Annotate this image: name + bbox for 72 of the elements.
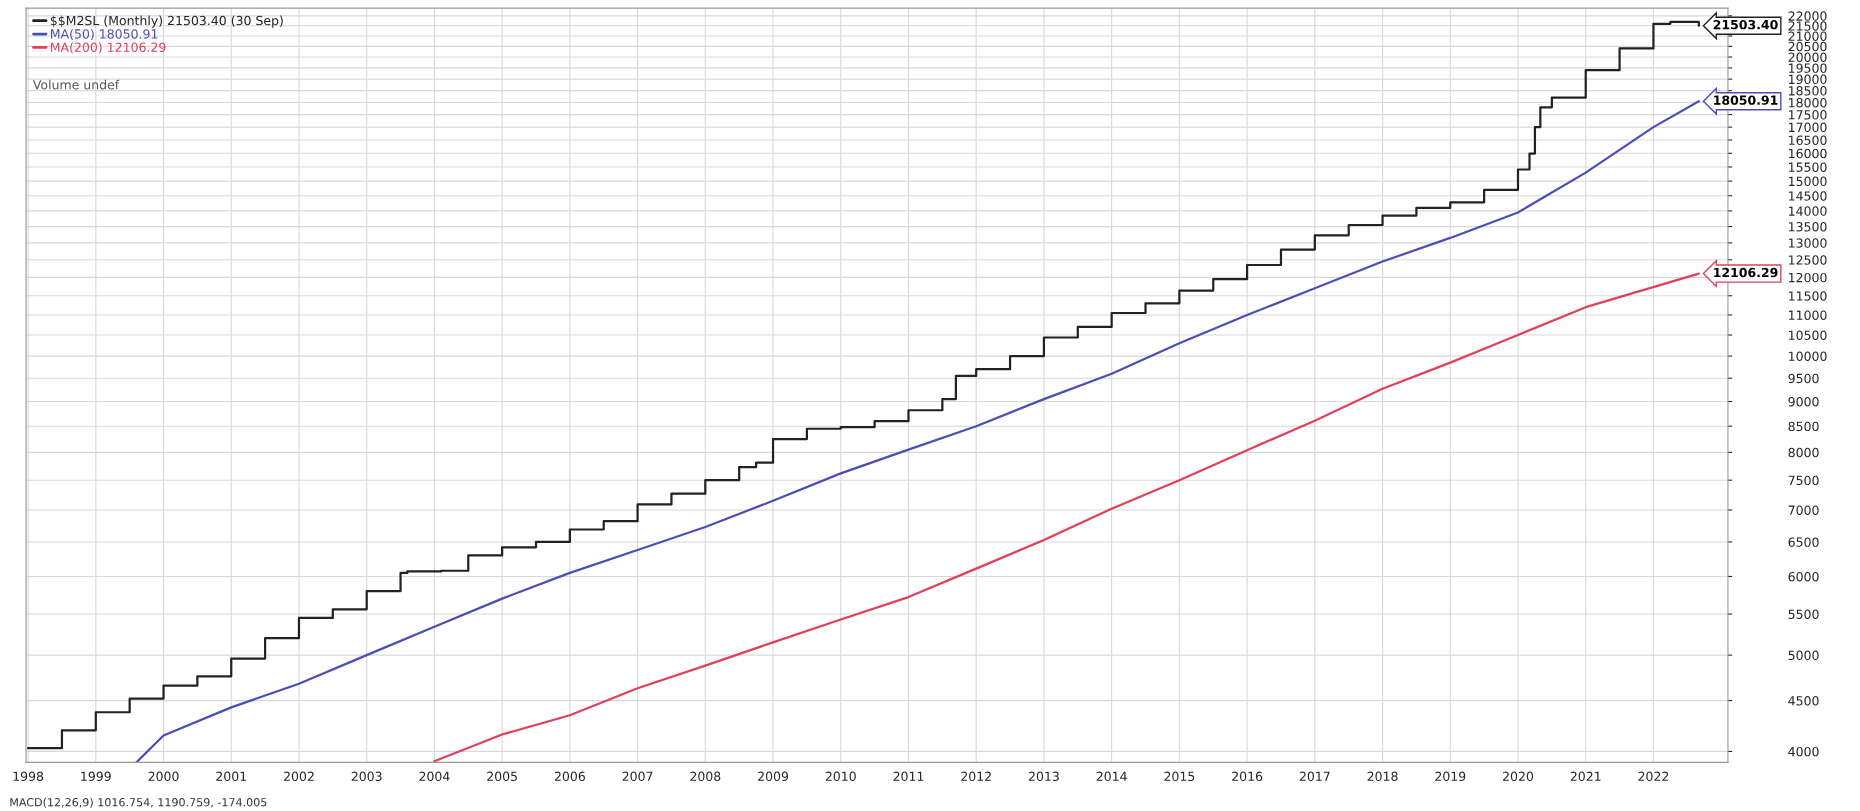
y-tick-label: 10000 <box>1789 351 1827 361</box>
data-label: 21503.40 <box>1713 19 1778 30</box>
y-tick-label: 14500 <box>1789 191 1827 201</box>
y-tick-label: 20500 <box>1788 41 1827 52</box>
x-tick-label: 2004 <box>419 771 450 782</box>
x-tick-label: 2001 <box>216 771 246 782</box>
y-tick-label: 19500 <box>1789 63 1827 73</box>
y-tick-label: 13500 <box>1789 222 1827 232</box>
y-tick-label: 5000 <box>1788 650 1819 661</box>
y-tick-label: 5500 <box>1788 609 1819 619</box>
y-tick-label: 16500 <box>1789 135 1827 145</box>
legend-label: $$M2SL (Monthly) 21503.40 (30 Sep) <box>50 15 283 28</box>
y-tick-label: 4500 <box>1788 696 1819 706</box>
x-tick-label: 2002 <box>283 771 314 782</box>
x-tick-label: 2019 <box>1435 771 1466 782</box>
data-label: 12106.29 <box>1714 267 1778 278</box>
y-tick-label: 10500 <box>1789 330 1827 340</box>
y-tick-label: 19000 <box>1789 74 1827 85</box>
y-tick-label: 12500 <box>1789 255 1827 265</box>
x-tick-label: 1998 <box>13 771 44 782</box>
line-series <box>433 272 1700 763</box>
x-tick-label: 2008 <box>690 771 721 782</box>
x-tick-label: 2020 <box>1503 771 1534 782</box>
x-tick-label: 2000 <box>148 771 179 782</box>
x-tick-label: 2021 <box>1570 771 1601 782</box>
y-tick-label: 8500 <box>1788 421 1819 432</box>
y-tick-label: 17500 <box>1789 110 1827 120</box>
legend-label: MA(200) 12106.29 <box>51 42 166 54</box>
y-tick-label: 18500 <box>1789 86 1827 96</box>
y-tick-label: 13000 <box>1789 238 1827 248</box>
x-tick-label: 2013 <box>1028 771 1059 782</box>
y-tick-label: 9000 <box>1788 397 1819 407</box>
x-tick-label: 2012 <box>961 771 991 782</box>
x-tick-label: 2016 <box>1232 771 1263 782</box>
y-tick-label: 8000 <box>1788 447 1819 458</box>
y-tick-label: 6500 <box>1788 537 1819 547</box>
line-series <box>135 100 1700 763</box>
y-tick-label: 7500 <box>1788 475 1819 486</box>
x-tick-label: 2009 <box>758 771 789 782</box>
y-tick-label: 4000 <box>1788 746 1819 757</box>
y-tick-label: 12000 <box>1789 272 1827 283</box>
y-tick-label: 11500 <box>1789 291 1827 301</box>
legend-label: MA(50) 18050.91 <box>51 28 158 41</box>
x-tick-label: 2005 <box>487 771 517 782</box>
y-tick-label: 11000 <box>1789 310 1827 320</box>
x-tick-label: 2014 <box>1096 771 1127 782</box>
y-tick-label: 14000 <box>1789 206 1827 216</box>
x-tick-label: 2011 <box>893 771 924 782</box>
y-tick-label: 15500 <box>1789 162 1827 172</box>
y-tick-label: 21500 <box>1788 21 1827 31</box>
y-tick-label: 21000 <box>1788 31 1827 41</box>
x-tick-label: 2006 <box>554 771 585 782</box>
x-tick-label: 2010 <box>825 771 856 782</box>
x-tick-label: 2022 <box>1638 771 1669 782</box>
y-tick-label: 9500 <box>1788 373 1819 384</box>
data-label: 18050.91 <box>1714 95 1778 105</box>
y-tick-label: 22000 <box>1788 11 1827 21</box>
y-tick-label: 15000 <box>1789 176 1827 187</box>
annotation: Volume undef <box>32 79 120 90</box>
x-tick-label: 2015 <box>1164 771 1195 782</box>
x-tick-label: 2007 <box>622 771 653 782</box>
y-tick-label: 18000 <box>1789 97 1827 108</box>
y-tick-label: 20000 <box>1788 52 1827 62</box>
x-tick-label: 2003 <box>351 771 382 782</box>
y-tick-label: 16000 <box>1789 148 1827 159</box>
x-tick-label: 2018 <box>1367 771 1398 782</box>
text: MACD(12,26,9) 1016.754, 1190.759, -174.005 <box>10 797 267 808</box>
y-tick-label: 17000 <box>1789 122 1827 133</box>
y-tick-label: 7000 <box>1788 505 1819 515</box>
x-tick-label: 1999 <box>81 771 111 782</box>
x-tick-label: 2017 <box>1299 771 1330 782</box>
y-tick-label: 6000 <box>1788 571 1819 582</box>
